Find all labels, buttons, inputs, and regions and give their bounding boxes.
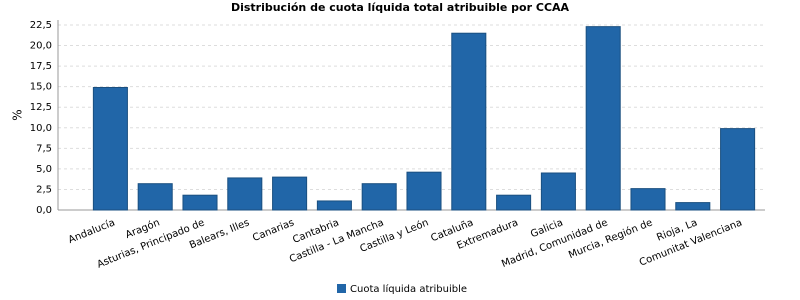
- y-tick-label: 0,0: [36, 205, 52, 216]
- x-tick-label: Canarias: [251, 217, 296, 244]
- bar: [720, 128, 756, 211]
- y-tick-label: 10,0: [30, 123, 52, 134]
- legend-swatch: [337, 284, 346, 293]
- bar: [137, 183, 173, 211]
- bar: [227, 177, 263, 211]
- bar: [675, 202, 711, 211]
- bar: [585, 26, 621, 211]
- chart-title: Distribución de cuota líquida total atri…: [231, 1, 570, 14]
- y-tick-label: 7,5: [36, 143, 52, 154]
- y-tick-label: 12,5: [30, 102, 52, 113]
- bar: [361, 183, 397, 211]
- y-tick-label: 20,0: [30, 41, 52, 52]
- legend-label: Cuota líquida atribuible: [350, 283, 467, 295]
- bar: [182, 194, 218, 211]
- bar: [496, 194, 532, 211]
- y-tick-label: 2,5: [36, 184, 52, 195]
- y-tick-label: 15,0: [30, 82, 52, 93]
- y-axis-label: %: [11, 109, 25, 120]
- bar: [406, 171, 442, 211]
- bar: [316, 200, 352, 211]
- bar: [451, 32, 487, 211]
- y-tick-label: 5,0: [36, 164, 52, 175]
- bar: [272, 176, 308, 211]
- bar: [92, 86, 128, 211]
- y-tick-label: 17,5: [30, 61, 52, 72]
- x-tick-label: Andalucía: [67, 216, 117, 246]
- bar: [540, 172, 576, 211]
- y-tick-label: 22,5: [30, 20, 52, 31]
- bar: [630, 188, 666, 211]
